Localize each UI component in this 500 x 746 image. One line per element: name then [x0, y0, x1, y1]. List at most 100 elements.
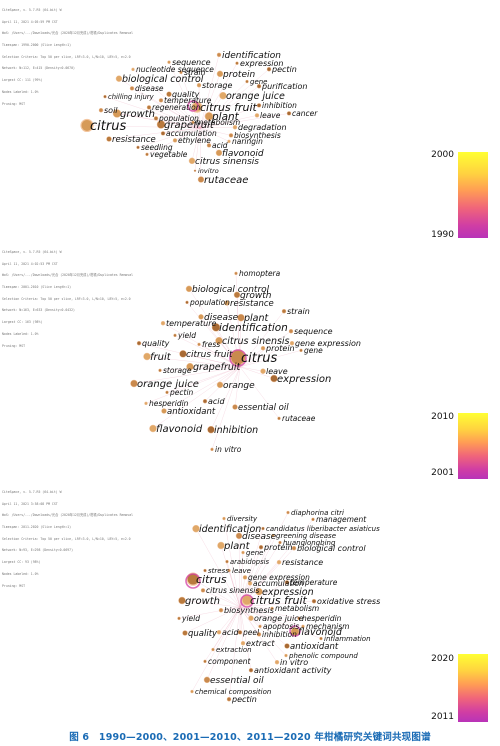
keyword-label: temperature — [290, 578, 338, 587]
keyword-node — [166, 91, 172, 97]
keyword-node — [161, 408, 167, 414]
keyword-node — [156, 120, 166, 129]
keyword-label: antioxidant — [290, 642, 339, 652]
keyword-label: stress — [208, 567, 229, 575]
network-edge — [228, 606, 241, 700]
keyword-label: antioxidant activity — [254, 666, 332, 675]
keyword-node — [216, 629, 222, 635]
keyword-network: identification sequence expression nucleoti… — [80, 51, 318, 186]
keyword-label: citrus fruit — [250, 594, 308, 607]
time-legend: 2000 1990 — [431, 148, 492, 242]
keyword-label: disease — [242, 532, 277, 542]
network-edge — [184, 606, 241, 634]
keyword-label: in vitro — [215, 445, 242, 454]
burst-ring — [240, 594, 254, 608]
legend-top-year: 2010 — [431, 412, 454, 422]
network-edge — [199, 73, 221, 129]
keyword-node — [237, 630, 243, 635]
keyword-node — [115, 75, 123, 82]
keyword-label: leave — [260, 111, 281, 120]
keyword-label: fruit — [150, 352, 172, 363]
keyword-label: protein — [222, 70, 255, 80]
keyword-label: flavonoid — [222, 149, 264, 159]
keyword-label: essential oil — [210, 676, 264, 686]
keyword-label: resistance — [230, 299, 274, 309]
keyword-node — [258, 544, 264, 550]
figure-caption: 图 6 1990—2000、2001—2010、2011—2020 年柑橘研究关… — [69, 732, 431, 743]
network-edge — [178, 606, 241, 619]
network-edge — [174, 127, 201, 141]
keyword-label: grapefruit — [193, 362, 242, 373]
network-edge — [239, 606, 260, 635]
panel-metadata: CiteSpace, v. 5.7.R5 (64-bit) W April 11… — [2, 489, 134, 588]
keyword-node — [274, 659, 280, 665]
network-edge — [239, 519, 314, 608]
keyword-label: huanglongbing — [283, 539, 336, 547]
network-edge — [131, 88, 201, 129]
keyword-label: expression — [262, 587, 314, 598]
keyword-label: metabolism — [275, 604, 319, 613]
keyword-label: acid — [208, 397, 226, 406]
keyword-node — [245, 79, 249, 84]
keyword-label: storage — [202, 81, 232, 90]
keyword-label: chemical composition — [195, 688, 271, 696]
network-edge — [204, 570, 241, 608]
keyword-node — [203, 676, 211, 684]
network-edge — [162, 323, 241, 368]
keyword-node — [158, 98, 164, 103]
keyword-node — [319, 636, 323, 641]
keyword-label: biological control — [192, 285, 270, 295]
keyword-node — [235, 61, 239, 65]
network-edge — [239, 311, 285, 368]
network-edge — [104, 96, 201, 129]
legend-gradient-bar — [458, 152, 488, 238]
network-edge — [239, 343, 293, 368]
keyword-label: naringin — [232, 137, 263, 146]
keyword-node — [207, 425, 215, 434]
keyword-label: plant — [211, 111, 240, 123]
keyword-node — [203, 659, 207, 664]
keyword-node — [204, 112, 214, 121]
keyword-label: gene expression — [248, 573, 310, 582]
keyword-label: invitro — [198, 167, 219, 175]
burst-ring — [185, 573, 201, 589]
keyword-node — [192, 524, 200, 533]
keyword-label: essential oil — [238, 403, 289, 413]
panel-2011-2020: CiteSpace, v. 5.7.R5 (64-bit) W April 11… — [0, 482, 500, 727]
keyword-label: biological control — [297, 544, 366, 553]
keyword-node — [188, 157, 196, 165]
keyword-node — [165, 390, 169, 395]
keyword-node — [222, 516, 226, 521]
keyword-node — [131, 67, 135, 72]
keyword-node — [256, 83, 262, 89]
keyword-node — [196, 82, 202, 88]
network-edge — [168, 62, 201, 129]
network-edge — [160, 124, 201, 129]
network-edge — [211, 366, 241, 450]
keyword-label: resistance — [282, 558, 323, 567]
keyword-node — [167, 60, 171, 64]
keyword-node — [144, 401, 148, 406]
keyword-node — [284, 653, 288, 658]
keyword-label: citrus fruit — [200, 101, 258, 114]
keyword-label: management — [316, 515, 367, 524]
legend-top-year: 2000 — [431, 150, 454, 160]
network-nodes — [177, 510, 323, 702]
keyword-node — [80, 118, 94, 133]
network-edge — [238, 535, 241, 608]
keyword-label: metabolism — [196, 118, 240, 127]
keyword-node — [136, 340, 142, 346]
network-edge — [191, 606, 241, 692]
network-edge — [138, 343, 241, 368]
keyword-node — [211, 323, 221, 332]
keyword-label: gene — [246, 549, 264, 557]
keyword-node — [226, 696, 232, 702]
panel-metadata: CiteSpace, v. 5.7.R5 (64-bit) W April 11… — [2, 249, 134, 348]
network-edge — [228, 570, 241, 608]
keyword-node — [227, 568, 231, 573]
time-legend: 2020 2011 — [431, 650, 492, 725]
keyword-label: fress — [202, 340, 220, 349]
keyword-label: homoptera — [239, 269, 281, 278]
network-edge — [239, 331, 292, 368]
network-edge — [218, 606, 241, 633]
